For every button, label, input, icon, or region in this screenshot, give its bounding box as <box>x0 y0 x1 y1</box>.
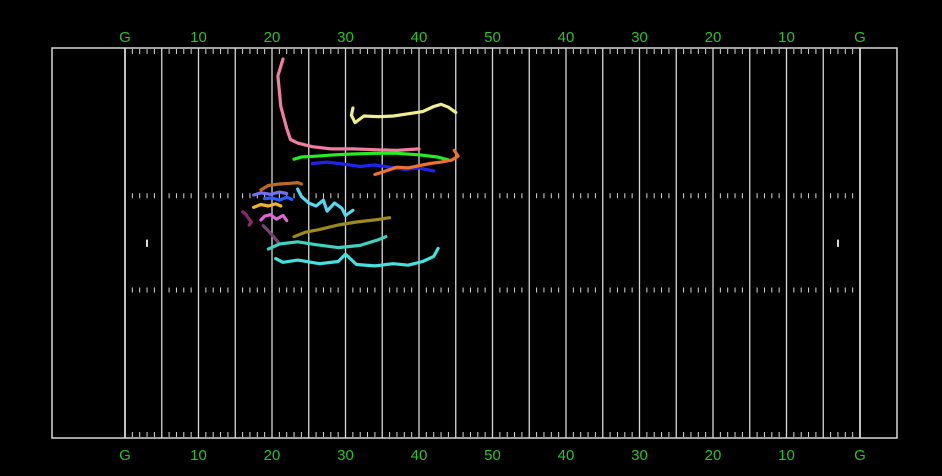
player-track <box>261 224 280 244</box>
yard-label: 30 <box>337 29 354 46</box>
yard-label: 40 <box>411 29 428 46</box>
top-yard-labels: G 10 20 30 40 50 40 30 20 10 G <box>119 29 866 46</box>
player-track <box>263 195 294 202</box>
yard-label: 50 <box>484 447 501 464</box>
yard-label: 30 <box>631 447 648 464</box>
player-track <box>292 216 392 239</box>
player-track <box>296 187 355 218</box>
player-track <box>292 151 450 162</box>
yard-label: 50 <box>484 29 501 46</box>
player-track <box>259 181 303 192</box>
yard-label: 40 <box>558 447 575 464</box>
player-track <box>310 160 436 173</box>
yard-label: G <box>119 29 131 46</box>
yard-ticks <box>131 49 854 437</box>
player-tracks <box>241 57 460 268</box>
player-track <box>349 102 458 125</box>
player-track <box>259 213 289 223</box>
yard-label: 40 <box>558 29 575 46</box>
player-track <box>252 202 283 209</box>
yard-label: 10 <box>778 29 795 46</box>
yard-label: 30 <box>631 29 648 46</box>
yard-label: 20 <box>705 447 722 464</box>
yard-label: 10 <box>778 447 795 464</box>
player-track <box>373 148 460 177</box>
player-track <box>274 246 440 268</box>
yard-label: G <box>854 447 866 464</box>
player-track <box>266 235 388 251</box>
player-track <box>276 57 421 152</box>
yard-label: 10 <box>190 29 207 46</box>
yard-label: 10 <box>190 447 207 464</box>
yard-label: G <box>119 447 131 464</box>
field-lines <box>51 47 898 439</box>
yard-label: 20 <box>264 29 281 46</box>
yard-label: 20 <box>705 29 722 46</box>
yard-label: 30 <box>337 447 354 464</box>
bottom-yard-labels: G 10 20 30 40 50 40 30 20 10 G <box>119 447 866 464</box>
yard-label: G <box>854 29 866 46</box>
player-track <box>252 190 289 197</box>
field-border <box>51 47 898 439</box>
yard-label: 40 <box>411 447 428 464</box>
player-track <box>241 210 253 227</box>
yard-label: 20 <box>264 447 281 464</box>
